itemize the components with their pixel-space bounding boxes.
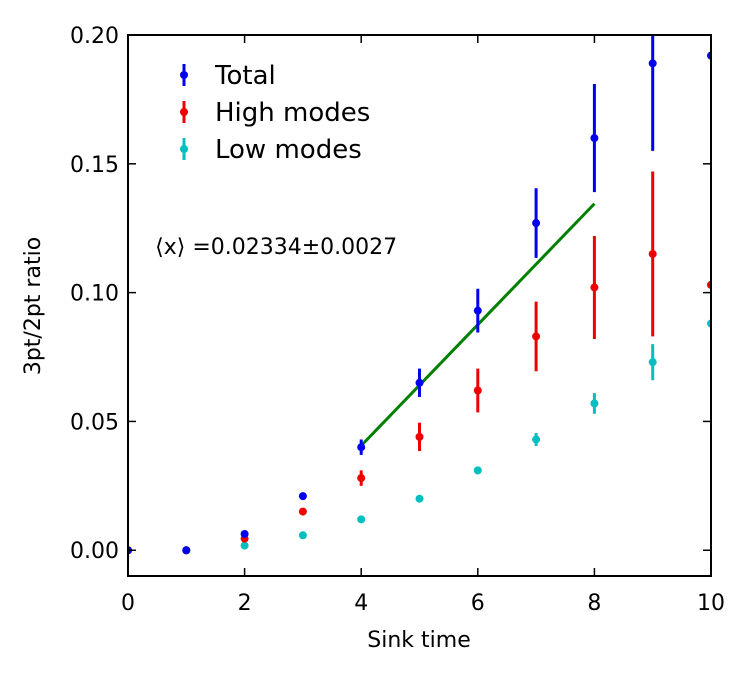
legend-entry-total: Total [180,61,276,91]
x-axis-label: Sink time [367,628,470,653]
point-total [357,443,366,452]
point-total [415,378,424,387]
point-low-modes [357,515,366,524]
point-total [240,530,249,539]
series-high-modes [128,171,711,555]
point-total [590,134,599,143]
point-low-modes [473,466,482,475]
point-high-modes [648,249,657,258]
legend-marker-high-modes [180,108,188,116]
point-low-modes [590,399,599,408]
y-tick-label: 0.20 [70,24,119,49]
point-total [473,306,482,315]
legend-entry-low-modes: Low modes [180,135,362,165]
x-tick-label: 0 [121,591,135,616]
x-tick-label: 4 [354,591,368,616]
x-tick-label: 10 [697,591,725,616]
legend: Total High modes Low modes [180,61,370,165]
point-low-modes [415,494,424,503]
point-high-modes [590,283,599,292]
legend-label-high-modes: High modes [215,98,370,128]
point-high-modes [357,474,366,483]
point-total [298,492,307,501]
point-total [182,546,191,555]
point-total [648,59,657,68]
point-low-modes [532,435,541,444]
x-tick-label: 6 [471,591,485,616]
point-high-modes [298,507,307,516]
legend-label-total: Total [214,61,276,91]
legend-marker-total [180,71,188,79]
y-tick-label: 0.10 [70,282,119,307]
x-tick-label: 2 [238,591,252,616]
legend-label-low-modes: Low modes [215,135,362,165]
point-total [532,219,541,228]
fit-annotation: ⟨x⟩ =0.02334±0.0027 [155,235,397,260]
series-group [128,35,711,555]
y-tick-label: 0.05 [70,410,119,435]
x-tick-label: 8 [587,591,601,616]
y-axis-label: 3pt/2pt ratio [21,237,46,375]
point-low-modes [648,358,657,367]
legend-marker-low-modes [180,145,188,153]
axes-frame [127,34,712,577]
y-tick-label: 0.00 [70,539,119,564]
point-low-modes [298,531,307,540]
legend-entry-high-modes: High modes [180,98,370,128]
point-high-modes [532,332,541,341]
point-high-modes [473,386,482,395]
ticks-group: 0 2 4 6 8 10 0.00 0.05 0.10 0.15 0.20 [70,24,725,616]
series-total [128,35,711,555]
y-tick-label: 0.15 [70,153,119,178]
point-high-modes [415,432,424,441]
point-low-modes [240,541,249,550]
